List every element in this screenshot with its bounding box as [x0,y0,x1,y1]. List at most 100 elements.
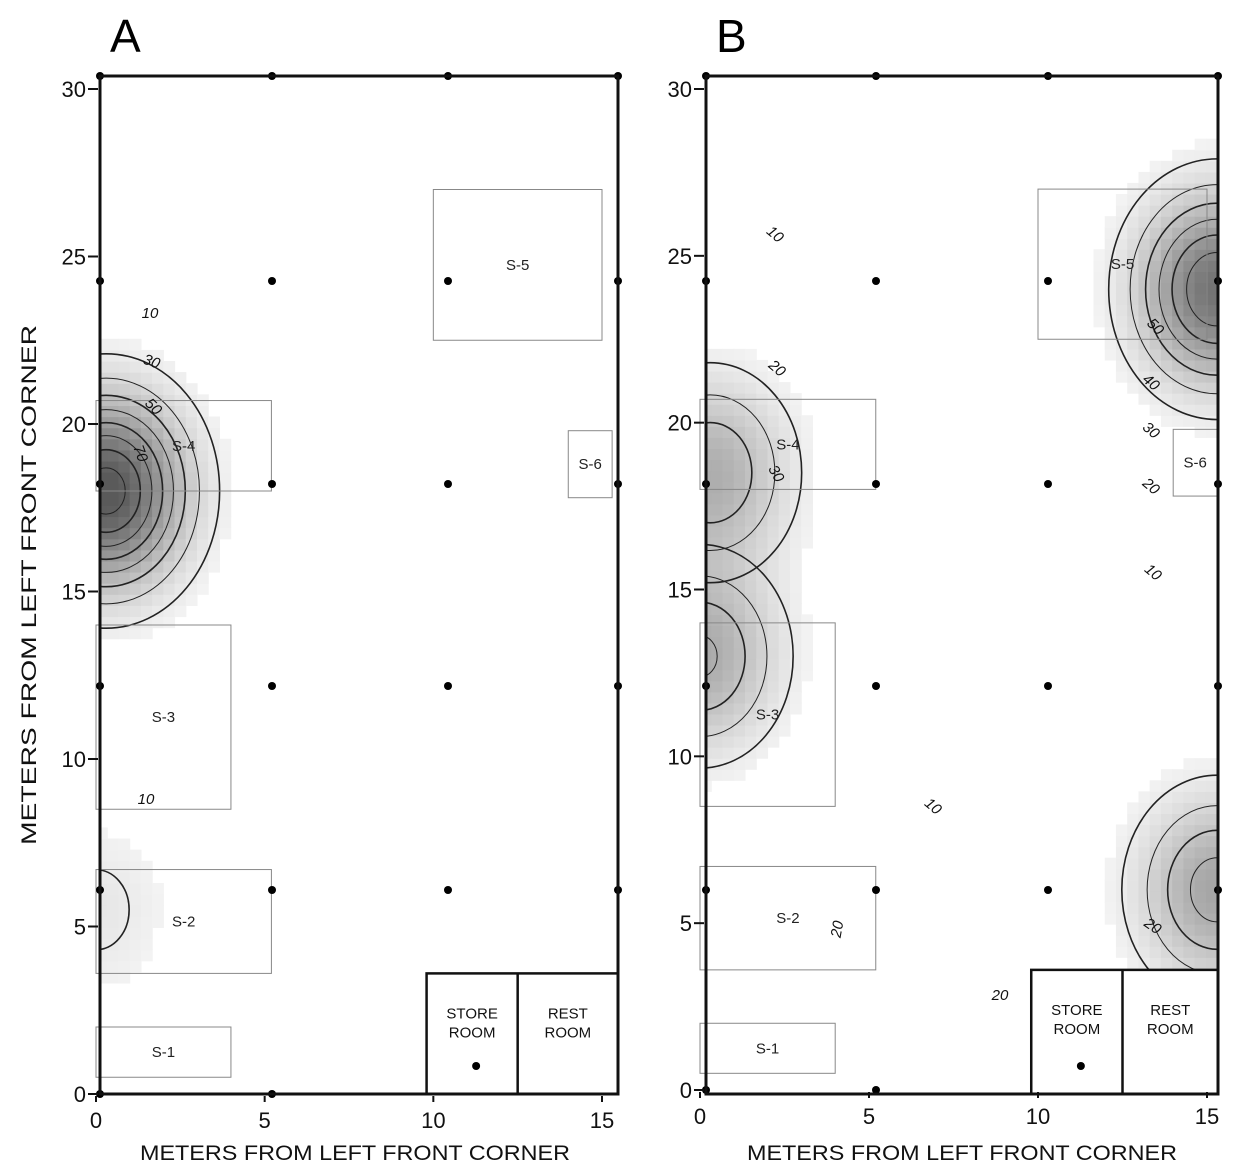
heat-cell [1194,415,1207,427]
heat-cell [1194,337,1207,350]
heat-cell [1160,171,1173,184]
heat-cell [152,905,164,917]
heat-cell [778,437,791,450]
heat-cell [118,472,131,484]
heat-cell [1104,315,1117,328]
heat-cell [107,516,120,529]
heat-cell [107,927,120,940]
heat-cell [756,415,769,427]
heat-cell [722,547,735,560]
heat-cell [711,536,724,549]
heat-cell [1183,249,1196,261]
heat-cell [733,348,746,361]
contour-line [706,394,776,551]
panel-b-label: B [716,10,747,62]
heat-cell [1115,846,1128,859]
heat-cell [152,383,164,395]
heat-cell [733,647,746,660]
heat-cell [1205,835,1218,848]
heat-cell [706,636,712,649]
heat-cell [789,470,802,483]
heat-cell [711,669,724,682]
heat-cell [1127,957,1140,969]
heat-cell [778,448,791,461]
heat-cell [1172,216,1185,228]
heat-cell [118,594,131,606]
heat-cell [711,459,724,472]
region-outline [699,865,877,971]
heat-cell [163,538,176,551]
sample-point [268,277,276,285]
heat-cell [1183,337,1196,350]
heat-cell [140,894,153,906]
sample-point [1044,480,1052,488]
heat-cell [1194,879,1207,892]
heat-cell [1183,868,1196,881]
heat-cell [118,938,131,951]
heat-cell [118,460,131,473]
heat-cell [1172,890,1185,903]
heat-cell [756,503,769,516]
heat-cell [196,516,209,529]
heat-cell [1104,901,1117,914]
heat-cell [152,527,164,540]
heat-cell [100,583,108,595]
region-label-s-3: S-3 [756,707,779,724]
heat-cell [1172,282,1185,295]
heat-cell [163,572,176,584]
heat-cell [174,372,187,384]
heat-cell [185,594,198,606]
region-outline [1037,188,1208,340]
heat-cell [196,527,209,540]
heat-cell [140,372,153,384]
heat-cell [163,516,176,529]
heat-cell [163,383,176,395]
heat-cell [1160,846,1173,859]
heat-cell [1104,326,1117,339]
heat-cell [1183,393,1196,405]
heat-cell [722,492,735,505]
heat-cell [1205,348,1218,361]
heat-cell [789,647,802,660]
heat-cell [744,747,757,759]
heat-cell [744,581,757,593]
region-outline [95,624,232,810]
heat-cell [118,483,131,495]
heat-cell [129,627,142,640]
heat-cell [778,680,791,693]
heat-cell [1138,216,1151,228]
heat-cell [1205,249,1218,261]
heat-cell [1172,370,1185,383]
heat-cell [1160,813,1173,826]
heat-cell [756,592,769,604]
heat-cell [1205,890,1218,903]
heat-cell [789,492,802,505]
heat-cell [1194,957,1207,969]
heat-cell [174,594,187,606]
region-label-s-6: S-6 [1183,455,1206,472]
heat-cell [789,481,802,494]
heat-cell [1205,404,1218,416]
heat-cell [1138,315,1151,328]
heat-cell [706,514,712,527]
heat-cell [711,348,724,361]
heat-cell [163,616,176,629]
heat-cell [140,416,153,429]
heat-cell [1183,227,1196,239]
heat-cell [1149,359,1162,372]
heat-cell [1205,193,1218,206]
heat-cell [1104,337,1117,350]
heat-cell [163,416,176,429]
heat-cell [100,494,108,506]
heat-cell [118,605,131,618]
heat-cell [140,627,153,640]
heat-cell [744,547,757,560]
heat-cell [767,669,780,682]
heat-cell [107,449,120,462]
heat-cell [1205,901,1218,914]
heat-cell [185,483,198,495]
heat-cell [185,560,198,573]
heat-cell [1194,824,1207,837]
heat-cell [1149,337,1162,350]
heat-cell [1127,868,1140,881]
